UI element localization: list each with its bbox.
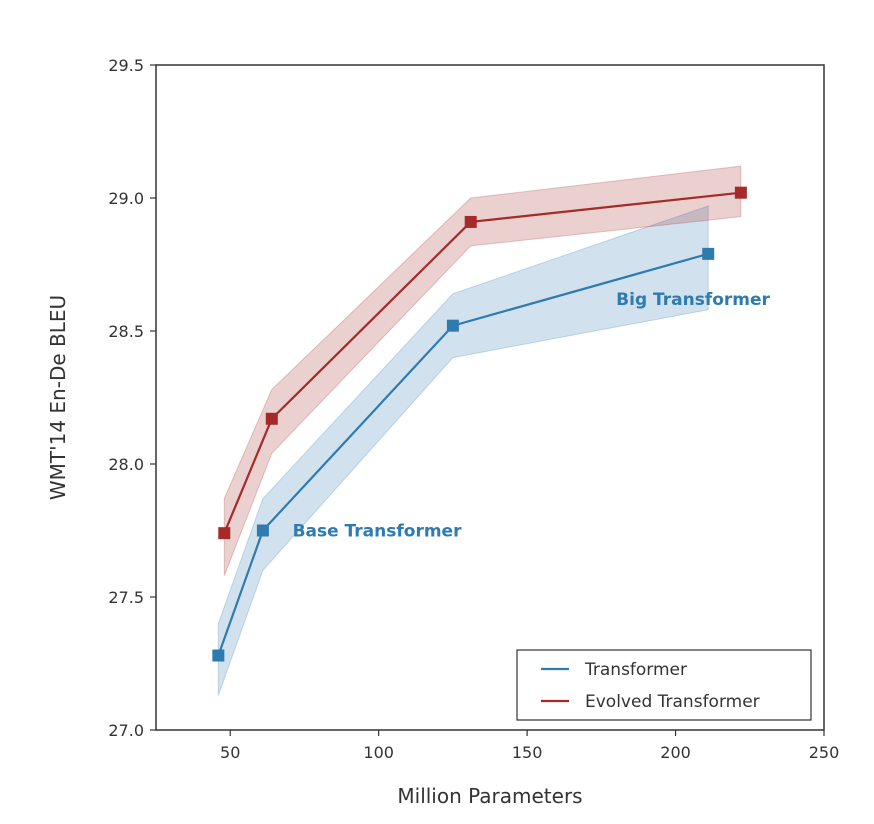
transformer-line xyxy=(217,252,709,656)
evolved-transformer-point xyxy=(464,215,477,228)
transformer-point xyxy=(212,649,225,662)
evolved-transformer-line xyxy=(223,191,741,534)
y-axis-ticks: 27.0 27.5 28.0 28.5 29.0 29.5 xyxy=(108,56,156,740)
y-tick-label: 27.5 xyxy=(108,588,144,607)
plot-frame xyxy=(155,64,825,731)
transformer-point xyxy=(446,319,459,332)
y-tick-label: 27.0 xyxy=(108,721,144,740)
y-tick-label: 29.0 xyxy=(108,189,144,208)
y-tick-label: 28.0 xyxy=(108,455,144,474)
evolved-transformer-band xyxy=(223,165,742,576)
legend-label: Evolved Transformer xyxy=(585,692,760,712)
x-tick-label: 100 xyxy=(363,743,394,762)
annotation-label: Big Transformer xyxy=(616,290,770,310)
series-markers xyxy=(212,186,747,662)
transformer-point xyxy=(702,247,715,260)
x-tick-label: 50 xyxy=(220,743,240,762)
transformer-point xyxy=(256,524,269,537)
legend-label: Transformer xyxy=(584,660,687,680)
evolved-transformer-point xyxy=(734,186,747,199)
x-tick-label: 200 xyxy=(660,743,691,762)
y-tick-label: 28.5 xyxy=(108,322,144,341)
x-tick-label: 250 xyxy=(809,743,840,762)
series-lines xyxy=(217,191,741,656)
x-tick-label: 150 xyxy=(512,743,543,762)
evolved-transformer-point xyxy=(218,527,231,540)
evolved-transformer-point xyxy=(265,412,278,425)
chart-annotations: Base Transformer Big Transformer xyxy=(293,290,771,541)
y-tick-label: 29.5 xyxy=(108,56,144,75)
y-axis-label: WMT'14 En-De BLEU xyxy=(46,295,70,500)
legend: Transformer Evolved Transformer xyxy=(516,649,812,721)
x-axis-label: Million Parameters xyxy=(397,784,582,808)
legend-box xyxy=(516,649,812,721)
x-axis-ticks: 50 100 150 200 250 xyxy=(220,730,839,762)
transformer-band xyxy=(217,205,709,696)
confidence-bands xyxy=(217,165,742,696)
annotation-label: Base Transformer xyxy=(293,522,463,542)
